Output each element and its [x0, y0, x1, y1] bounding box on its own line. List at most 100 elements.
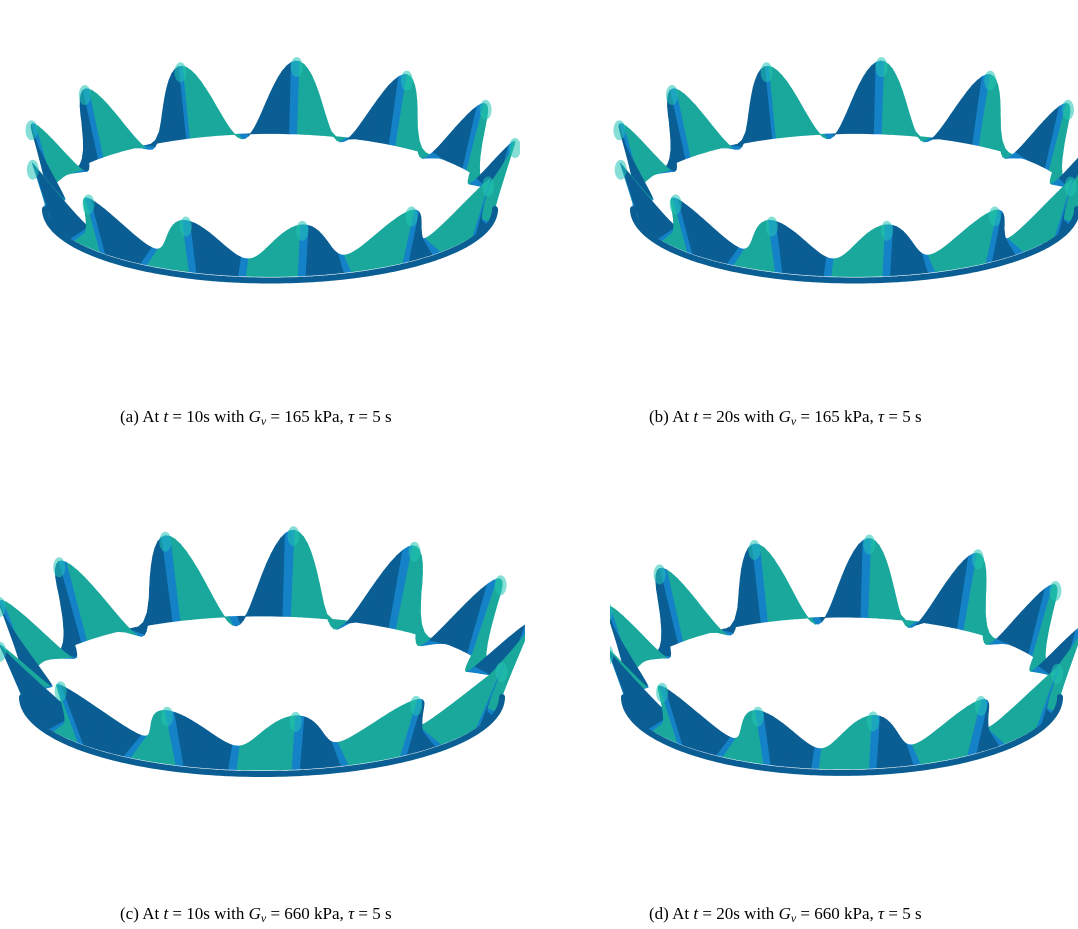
tau-variable: τ: [348, 904, 355, 923]
wrinkle-crest-highlight: [179, 216, 192, 237]
modulus-value: = 165 kPa,: [800, 407, 874, 426]
modulus-variable: G: [248, 407, 261, 426]
ring-surface-facet: [837, 733, 843, 770]
wrinkle-crest-highlight: [610, 645, 614, 665]
modulus-subscript: v: [790, 911, 797, 925]
ring-surface-facet: [858, 236, 864, 277]
modulus-variable: G: [248, 904, 261, 923]
ring-surface-facet: [723, 623, 737, 630]
wrinkle-crest-highlight: [482, 176, 495, 197]
wrinkle-crest-highlight: [400, 70, 413, 91]
wrinkle-crest-highlight: [867, 711, 879, 732]
wrinkle-crest-highlight: [880, 220, 893, 241]
ring-surface-facet: [265, 243, 271, 277]
ring-base-rim: [621, 694, 1063, 776]
wrinkle-crest-highlight: [984, 70, 997, 91]
ring-surface-facet: [850, 93, 856, 134]
caption-prefix: At: [672, 904, 690, 923]
wrinkle-crest-highlight: [494, 575, 507, 596]
caption-prefix: At: [142, 904, 160, 923]
ring-surface-facet: [269, 84, 275, 134]
ring-surface-facet: [316, 90, 322, 136]
time-variable: t: [163, 407, 169, 426]
ring-surface-facet: [833, 736, 839, 770]
time-variable: t: [693, 407, 699, 426]
ring-surface-facet: [261, 727, 267, 771]
wrinkle-crest-highlight: [613, 120, 626, 141]
ring-surface-facet: [846, 247, 852, 277]
modulus-value: = 660 kPa,: [270, 904, 344, 923]
wrinkled-ring-render-b: [613, 57, 1078, 284]
ring-surface-facet: [841, 729, 847, 770]
ring-surface-facet: [845, 725, 851, 770]
wrinkle-crest-highlight: [760, 62, 773, 83]
tau-value: = 5 s: [888, 407, 922, 426]
wrinkle-crest-highlight: [1062, 99, 1074, 120]
ring-surface-facet: [854, 240, 860, 277]
modulus-subscript: v: [260, 414, 267, 428]
time-value: = 20s with: [702, 904, 775, 923]
wrinkle-crest-highlight: [765, 216, 778, 237]
ring-surface-facet: [841, 566, 847, 618]
ring-surface-facet: [265, 93, 271, 134]
modulus-variable: G: [778, 407, 791, 426]
wrinkle-crest-highlight: [0, 641, 7, 662]
ring-surface-facet: [261, 564, 267, 617]
time-variable: t: [163, 904, 169, 923]
wrinkled-ring-render-a: [25, 57, 520, 284]
wrinkle-crest-highlight: [410, 695, 423, 716]
ring-surface-facet: [273, 236, 279, 277]
caption-label: (a): [120, 407, 139, 426]
wrinkle-crest-highlight: [287, 526, 300, 547]
ring-surface-facet: [822, 611, 829, 619]
wrinkle-crest-highlight: [666, 85, 678, 105]
caption-d: (d) At t = 20s with Gv = 660 kPa, τ = 5 …: [649, 904, 922, 924]
caption-prefix: At: [672, 407, 690, 426]
wrinkle-crest-highlight: [971, 549, 984, 570]
wrinkle-crest-highlight: [748, 539, 761, 560]
ring-surface-facet: [900, 90, 906, 136]
wrinkle-crest-highlight: [53, 557, 66, 578]
wrinkle-crest-highlight: [975, 695, 987, 716]
wrinkle-crest-highlight: [610, 604, 613, 621]
wrinkled-ring-render-c: [0, 526, 525, 777]
time-value: = 10s with: [172, 904, 245, 923]
wrinkle-crest-highlight: [174, 62, 187, 83]
tau-variable: τ: [348, 407, 355, 426]
caption-label: (c): [120, 904, 139, 923]
tau-variable: τ: [878, 904, 885, 923]
ring-surface-facet: [261, 247, 267, 277]
wrinkle-crest-highlight: [289, 711, 302, 732]
wrinkle-crest-highlight: [653, 564, 666, 585]
ring-surface-facet: [257, 574, 263, 617]
wrinkle-crest-highlight: [1049, 581, 1062, 601]
ring-surface-facet: [799, 236, 806, 276]
wrinkle-crest-highlight: [863, 534, 876, 555]
wrinkle-crest-highlight: [26, 159, 39, 180]
tau-value: = 5 s: [358, 407, 392, 426]
wrinkle-crest-highlight: [82, 194, 95, 215]
wrinkle-crest-highlight: [479, 99, 492, 120]
wrinkle-crest-highlight: [751, 706, 764, 727]
ring-base-rim: [630, 206, 1078, 284]
wrinkle-crest-highlight: [290, 57, 303, 77]
ring-surface-facet: [837, 576, 843, 618]
caption-c: (c) At t = 10s with Gv = 660 kPa, τ = 5 …: [120, 904, 392, 924]
ring-surface-facet: [257, 731, 263, 771]
modulus-subscript: v: [260, 911, 267, 925]
ring-surface-facet: [214, 236, 221, 276]
caption-label: (d): [649, 904, 669, 923]
wrinkled-ring-render-d: [610, 534, 1078, 776]
wrinkle-crest-highlight: [54, 681, 67, 702]
time-variable: t: [693, 904, 699, 923]
wrinkle-crest-highlight: [78, 85, 91, 105]
ring-surface-facet: [854, 84, 860, 134]
wrinkle-crest-highlight: [0, 597, 6, 617]
modulus-variable: G: [778, 904, 791, 923]
wrinkle-crest-highlight: [656, 682, 669, 703]
ring-surface-facet: [269, 721, 276, 771]
ring-surface-facet: [269, 240, 275, 277]
ring-base-rim: [19, 694, 505, 777]
wrinkle-crest-highlight: [408, 541, 421, 562]
ring-base-rim: [42, 206, 498, 284]
